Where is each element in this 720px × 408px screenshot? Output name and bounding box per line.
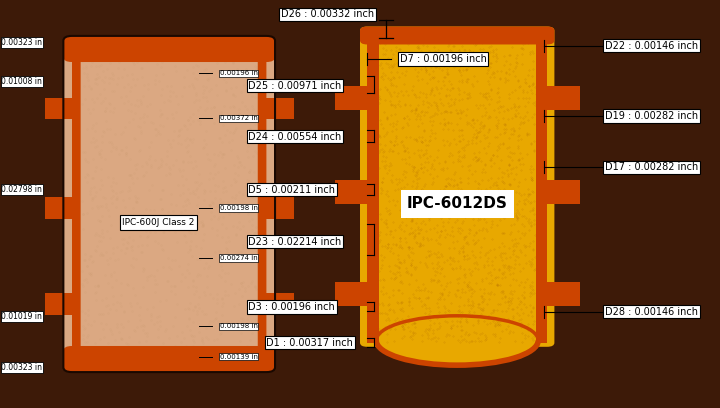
Bar [547,282,580,306]
Bar [335,180,367,204]
Text: 0.01008 in: 0.01008 in [1,77,42,86]
Bar [335,282,367,306]
Bar [45,293,72,315]
Text: IPC-6012DS: IPC-6012DS [407,197,508,211]
FancyBboxPatch shape [360,27,554,347]
Bar [72,41,266,46]
Text: D22 : 0.00146 inch: D22 : 0.00146 inch [605,41,698,51]
FancyBboxPatch shape [360,27,554,44]
Text: IPC-600J Class 2: IPC-600J Class 2 [122,218,194,227]
Bar [45,98,72,119]
Text: D25 : 0.00971 inch: D25 : 0.00971 inch [248,81,342,91]
Text: D23 : 0.02214 inch: D23 : 0.02214 inch [248,237,342,246]
Text: 0.01019 in: 0.01019 in [1,312,42,321]
Bar [547,180,580,204]
Text: 0.00274 in: 0.00274 in [220,255,257,261]
Ellipse shape [376,316,539,365]
Text: 0.00196 in: 0.00196 in [220,71,258,76]
FancyBboxPatch shape [63,36,275,62]
Bar [45,197,72,219]
Text: D5 : 0.00211 inch: D5 : 0.00211 inch [248,185,336,195]
Text: 0.00372 in: 0.00372 in [220,115,258,121]
Bar [266,98,294,119]
Text: D7 : 0.00196 inch: D7 : 0.00196 inch [400,54,487,64]
Text: 0.00323 in: 0.00323 in [1,363,42,372]
Text: D3 : 0.00196 inch: D3 : 0.00196 inch [248,302,335,312]
Text: 0.02798 in: 0.02798 in [1,185,42,194]
Text: D24 : 0.00554 inch: D24 : 0.00554 inch [248,132,342,142]
FancyBboxPatch shape [258,41,266,367]
Text: 0.00198 in: 0.00198 in [220,205,258,211]
Text: D17 : 0.00282 inch: D17 : 0.00282 inch [605,162,698,172]
Bar [367,31,379,343]
Text: D26 : 0.00332 inch: D26 : 0.00332 inch [281,9,374,19]
Text: 0.00139 in: 0.00139 in [220,354,258,359]
Text: 0.00323 in: 0.00323 in [1,38,42,47]
Bar [72,362,266,367]
Text: D1 : 0.00317 inch: D1 : 0.00317 inch [266,338,354,348]
FancyBboxPatch shape [72,41,81,367]
FancyBboxPatch shape [63,36,275,372]
Bar [335,86,367,110]
Text: 0.00198 in: 0.00198 in [220,324,258,329]
Bar [536,31,547,343]
Bar [547,86,580,110]
Bar [266,197,294,219]
Bar [266,293,294,315]
Text: D28 : 0.00146 inch: D28 : 0.00146 inch [605,307,698,317]
Text: D19 : 0.00282 inch: D19 : 0.00282 inch [605,111,698,121]
FancyBboxPatch shape [63,346,275,372]
